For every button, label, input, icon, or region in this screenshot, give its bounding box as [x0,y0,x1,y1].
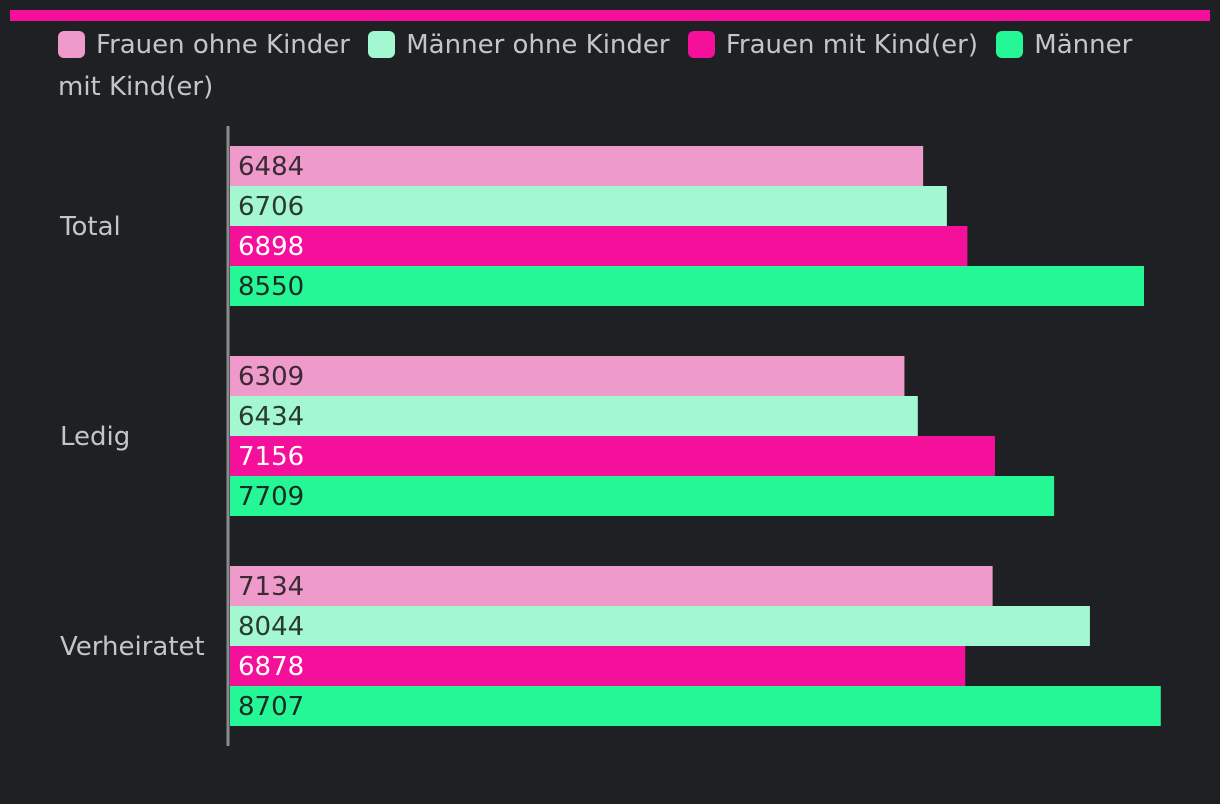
legend-swatch [996,31,1024,58]
bar[interactable] [230,566,993,606]
bar[interactable] [230,266,1144,306]
data-label: 6434 [238,402,304,432]
legend: Frauen ohne Kinder Männer ohne Kinder Fr… [58,24,1178,108]
data-label: 8707 [238,692,304,722]
legend-item[interactable]: Männer ohne Kinder [368,30,670,60]
accent-bar [10,10,1210,21]
bar[interactable] [230,186,947,226]
bar[interactable] [230,146,924,186]
data-label: 8550 [238,272,304,302]
bar[interactable] [230,686,1161,726]
category-label: Total [59,212,121,242]
data-label: 7134 [238,572,304,602]
legend-label: Frauen mit Kind(er) [725,30,979,60]
data-label: 6706 [238,192,304,222]
bar[interactable] [230,436,995,476]
bar[interactable] [230,476,1055,516]
data-label: 7156 [238,442,304,472]
data-label: 6484 [238,152,304,182]
data-label: 6898 [238,232,304,262]
legend-swatch [687,31,715,58]
bar[interactable] [230,646,966,686]
data-label: 6309 [238,362,304,392]
data-label: 6878 [238,652,304,682]
legend-label: Männer ohne Kinder [406,30,670,60]
legend-item[interactable]: Frauen ohne Kinder [58,30,350,60]
bar[interactable] [230,396,918,436]
legend-swatch [368,31,396,58]
legend-item[interactable]: Frauen mit Kind(er) [687,30,979,60]
legend-label: Frauen ohne Kinder [96,30,350,60]
data-label: 7709 [238,482,304,512]
legend-label: Männer mit Kind(er) [58,30,1133,102]
bar[interactable] [230,356,905,396]
data-label: 8044 [238,612,304,642]
legend-swatch [58,31,85,58]
category-label: Verheiratet [60,632,205,662]
bar[interactable] [230,226,968,266]
bar[interactable] [230,606,1090,646]
category-label: Ledig [60,422,130,452]
legend-item[interactable]: Männer mit Kind(er) [58,30,1132,102]
